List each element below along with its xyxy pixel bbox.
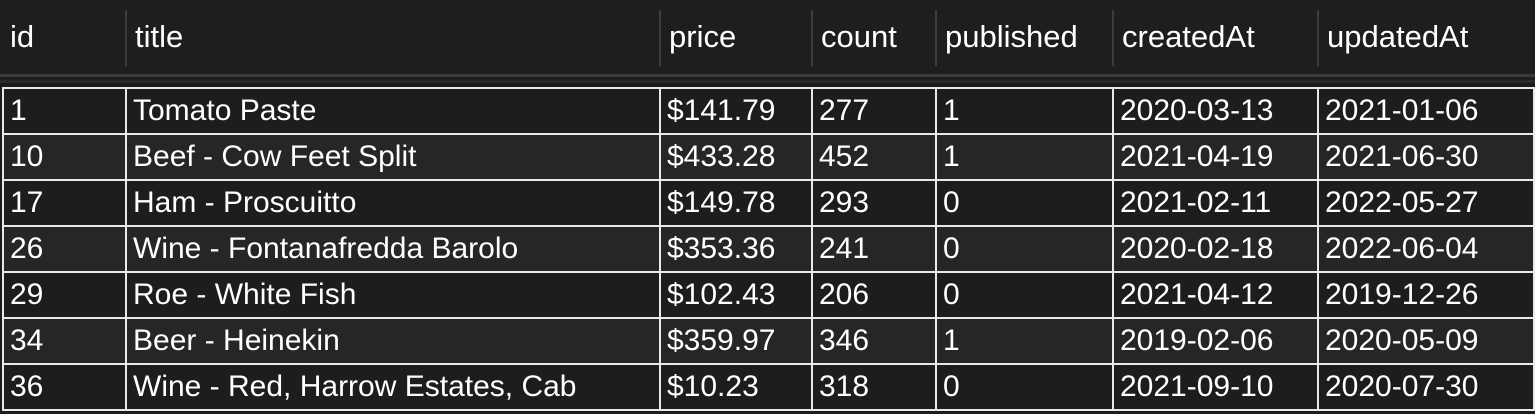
data-table: 1 Tomato Paste $141.79 277 1 2020-03-13 … xyxy=(2,87,1535,411)
cell-updatedAt[interactable]: 2022-05-27 xyxy=(1317,179,1535,227)
cell-updatedAt[interactable]: 2022-06-04 xyxy=(1317,225,1535,273)
cell-published[interactable]: 0 xyxy=(935,363,1114,411)
cell-price[interactable]: $141.79 xyxy=(659,87,813,135)
cell-createdAt[interactable]: 2021-04-19 xyxy=(1112,133,1319,181)
cell-updatedAt[interactable]: 2021-01-06 xyxy=(1317,87,1535,135)
table-row[interactable]: 29 Roe - White Fish $102.43 206 0 2021-0… xyxy=(2,271,1535,319)
column-header-id[interactable]: id xyxy=(10,19,35,54)
cell-createdAt[interactable]: 2020-02-18 xyxy=(1112,225,1319,273)
table-body: 1 Tomato Paste $141.79 277 1 2020-03-13 … xyxy=(0,80,1535,414)
cell-createdAt[interactable]: 2021-02-11 xyxy=(1112,179,1319,227)
cell-createdAt[interactable]: 2021-09-10 xyxy=(1112,363,1319,411)
table-row[interactable]: 10 Beef - Cow Feet Split $433.28 452 1 2… xyxy=(2,133,1535,181)
column-header-count[interactable]: count xyxy=(811,10,935,66)
cell-id[interactable]: 29 xyxy=(2,271,127,319)
column-header-row: id title price count published createdAt… xyxy=(0,0,1535,77)
column-header-price[interactable]: price xyxy=(659,10,811,66)
cell-title[interactable]: Wine - Fontanafredda Barolo xyxy=(125,225,661,273)
table-row[interactable]: 26 Wine - Fontanafredda Barolo $353.36 2… xyxy=(2,225,1535,273)
cell-published[interactable]: 1 xyxy=(935,87,1114,135)
cell-published[interactable]: 1 xyxy=(935,317,1114,365)
column-header-createdAt[interactable]: createdAt xyxy=(1112,10,1317,66)
cell-published[interactable]: 0 xyxy=(935,179,1114,227)
cell-count[interactable]: 277 xyxy=(811,87,937,135)
column-header-title[interactable]: title xyxy=(125,10,659,66)
cell-count[interactable]: 346 xyxy=(811,317,937,365)
cell-published[interactable]: 1 xyxy=(935,133,1114,181)
cell-id[interactable]: 1 xyxy=(2,87,127,135)
cell-id[interactable]: 17 xyxy=(2,179,127,227)
cell-updatedAt[interactable]: 2019-12-26 xyxy=(1317,271,1535,319)
cell-updatedAt[interactable]: 2020-07-30 xyxy=(1317,363,1535,411)
table-row[interactable]: 17 Ham - Proscuitto $149.78 293 0 2021-0… xyxy=(2,179,1535,227)
cell-id[interactable]: 10 xyxy=(2,133,127,181)
cell-published[interactable]: 0 xyxy=(935,225,1114,273)
cell-createdAt[interactable]: 2020-03-13 xyxy=(1112,87,1319,135)
cell-published[interactable]: 0 xyxy=(935,271,1114,319)
cell-id[interactable]: 36 xyxy=(2,363,127,411)
column-header-published[interactable]: published xyxy=(935,10,1112,66)
cell-count[interactable]: 241 xyxy=(811,225,937,273)
cell-price[interactable]: $149.78 xyxy=(659,179,813,227)
table-row[interactable]: 34 Beer - Heinekin $359.97 346 1 2019-02… xyxy=(2,317,1535,365)
cell-title[interactable]: Beef - Cow Feet Split xyxy=(125,133,661,181)
cell-count[interactable]: 452 xyxy=(811,133,937,181)
cell-price[interactable]: $359.97 xyxy=(659,317,813,365)
cell-title[interactable]: Wine - Red, Harrow Estates, Cab xyxy=(125,363,661,411)
cell-price[interactable]: $353.36 xyxy=(659,225,813,273)
cell-title[interactable]: Roe - White Fish xyxy=(125,271,661,319)
cell-count[interactable]: 293 xyxy=(811,179,937,227)
cell-createdAt[interactable]: 2019-02-06 xyxy=(1112,317,1319,365)
cell-price[interactable]: $10.23 xyxy=(659,363,813,411)
cell-title[interactable]: Beer - Heinekin xyxy=(125,317,661,365)
cell-updatedAt[interactable]: 2021-06-30 xyxy=(1317,133,1535,181)
cell-id[interactable]: 26 xyxy=(2,225,127,273)
table-row[interactable]: 36 Wine - Red, Harrow Estates, Cab $10.2… xyxy=(2,363,1535,411)
cell-createdAt[interactable]: 2021-04-12 xyxy=(1112,271,1319,319)
cell-title[interactable]: Ham - Proscuitto xyxy=(125,179,661,227)
column-header-updatedAt[interactable]: updatedAt xyxy=(1317,10,1533,66)
cell-price[interactable]: $102.43 xyxy=(659,271,813,319)
cell-price[interactable]: $433.28 xyxy=(659,133,813,181)
cell-updatedAt[interactable]: 2020-05-09 xyxy=(1317,317,1535,365)
cell-count[interactable]: 206 xyxy=(811,271,937,319)
cell-id[interactable]: 34 xyxy=(2,317,127,365)
cell-title[interactable]: Tomato Paste xyxy=(125,87,661,135)
table-row[interactable]: 1 Tomato Paste $141.79 277 1 2020-03-13 … xyxy=(2,87,1535,135)
cell-count[interactable]: 318 xyxy=(811,363,937,411)
